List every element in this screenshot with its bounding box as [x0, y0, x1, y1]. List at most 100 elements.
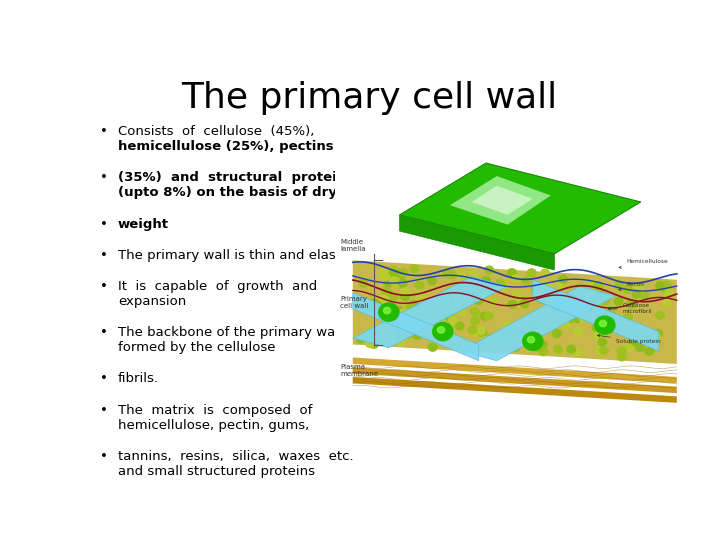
Circle shape	[600, 294, 609, 302]
Circle shape	[534, 343, 542, 351]
Circle shape	[573, 348, 582, 356]
Circle shape	[601, 294, 610, 302]
Text: It  is  capable  of  growth  and: It is capable of growth and	[118, 280, 317, 293]
Circle shape	[415, 281, 424, 289]
Circle shape	[631, 330, 639, 338]
Circle shape	[629, 339, 638, 346]
Circle shape	[649, 334, 657, 342]
Circle shape	[380, 295, 389, 303]
Circle shape	[449, 316, 457, 325]
Circle shape	[539, 348, 548, 356]
Text: The primary cell wall: The primary cell wall	[181, 82, 557, 116]
Text: and small structured proteins: and small structured proteins	[118, 465, 315, 478]
Circle shape	[443, 270, 451, 278]
Circle shape	[536, 340, 544, 348]
Circle shape	[373, 301, 382, 309]
Circle shape	[645, 348, 654, 355]
Circle shape	[489, 298, 498, 306]
Circle shape	[497, 338, 505, 346]
Circle shape	[531, 285, 540, 293]
Circle shape	[474, 288, 482, 296]
Circle shape	[444, 293, 452, 300]
Circle shape	[640, 291, 649, 299]
Circle shape	[562, 322, 570, 329]
Text: •: •	[100, 450, 108, 463]
Text: The primary wall is thin and elastic: The primary wall is thin and elastic	[118, 249, 352, 262]
Circle shape	[472, 292, 481, 300]
Circle shape	[448, 302, 456, 310]
Circle shape	[579, 315, 588, 322]
Circle shape	[594, 282, 603, 289]
Circle shape	[416, 292, 425, 299]
Polygon shape	[353, 276, 508, 348]
Text: (35%)  and  structural  proteins: (35%) and structural proteins	[118, 171, 354, 184]
Polygon shape	[400, 215, 554, 270]
Circle shape	[369, 340, 378, 348]
Circle shape	[598, 338, 607, 346]
Polygon shape	[461, 286, 616, 361]
Text: Cellulose
microfibril: Cellulose microfibril	[608, 303, 652, 314]
Polygon shape	[353, 260, 677, 364]
Text: •: •	[100, 280, 108, 293]
Circle shape	[553, 318, 562, 326]
Circle shape	[387, 294, 395, 301]
Circle shape	[433, 322, 453, 341]
Circle shape	[473, 328, 482, 336]
Circle shape	[510, 343, 519, 351]
Text: Hemicellulose: Hemicellulose	[619, 259, 668, 268]
Circle shape	[471, 317, 480, 325]
Circle shape	[383, 307, 391, 314]
Circle shape	[613, 315, 621, 323]
Circle shape	[559, 275, 567, 283]
Text: Soluble protein: Soluble protein	[598, 334, 660, 344]
Polygon shape	[353, 377, 677, 403]
Circle shape	[659, 284, 667, 292]
Circle shape	[563, 296, 572, 303]
Circle shape	[485, 266, 493, 274]
Circle shape	[371, 330, 379, 338]
Circle shape	[574, 296, 582, 303]
Circle shape	[366, 340, 374, 348]
Circle shape	[424, 305, 433, 313]
Circle shape	[406, 303, 415, 312]
Circle shape	[536, 324, 545, 332]
Circle shape	[595, 347, 604, 354]
Circle shape	[527, 269, 536, 276]
Polygon shape	[353, 357, 677, 383]
Circle shape	[438, 327, 445, 333]
Circle shape	[359, 279, 368, 287]
Circle shape	[396, 338, 405, 346]
Circle shape	[662, 299, 671, 307]
Circle shape	[500, 283, 509, 291]
Circle shape	[477, 327, 485, 335]
Circle shape	[636, 343, 644, 352]
Circle shape	[544, 281, 553, 289]
Circle shape	[662, 281, 671, 289]
Polygon shape	[353, 367, 677, 393]
Circle shape	[478, 328, 487, 336]
Circle shape	[490, 336, 499, 345]
Circle shape	[656, 281, 665, 289]
Circle shape	[409, 301, 418, 308]
Circle shape	[581, 313, 590, 321]
Circle shape	[572, 315, 581, 323]
Circle shape	[513, 292, 521, 299]
Circle shape	[369, 299, 378, 307]
Circle shape	[388, 294, 397, 302]
Text: •: •	[100, 218, 108, 231]
Circle shape	[523, 332, 543, 350]
Polygon shape	[400, 163, 641, 254]
Circle shape	[607, 307, 616, 315]
Circle shape	[574, 327, 582, 335]
Circle shape	[451, 342, 460, 350]
Circle shape	[503, 335, 511, 343]
Circle shape	[390, 277, 398, 285]
Circle shape	[391, 269, 400, 278]
Circle shape	[537, 296, 546, 303]
Circle shape	[656, 312, 665, 319]
Circle shape	[522, 277, 531, 285]
Circle shape	[470, 308, 479, 315]
Circle shape	[431, 335, 439, 342]
Circle shape	[588, 298, 597, 306]
Circle shape	[624, 313, 632, 321]
